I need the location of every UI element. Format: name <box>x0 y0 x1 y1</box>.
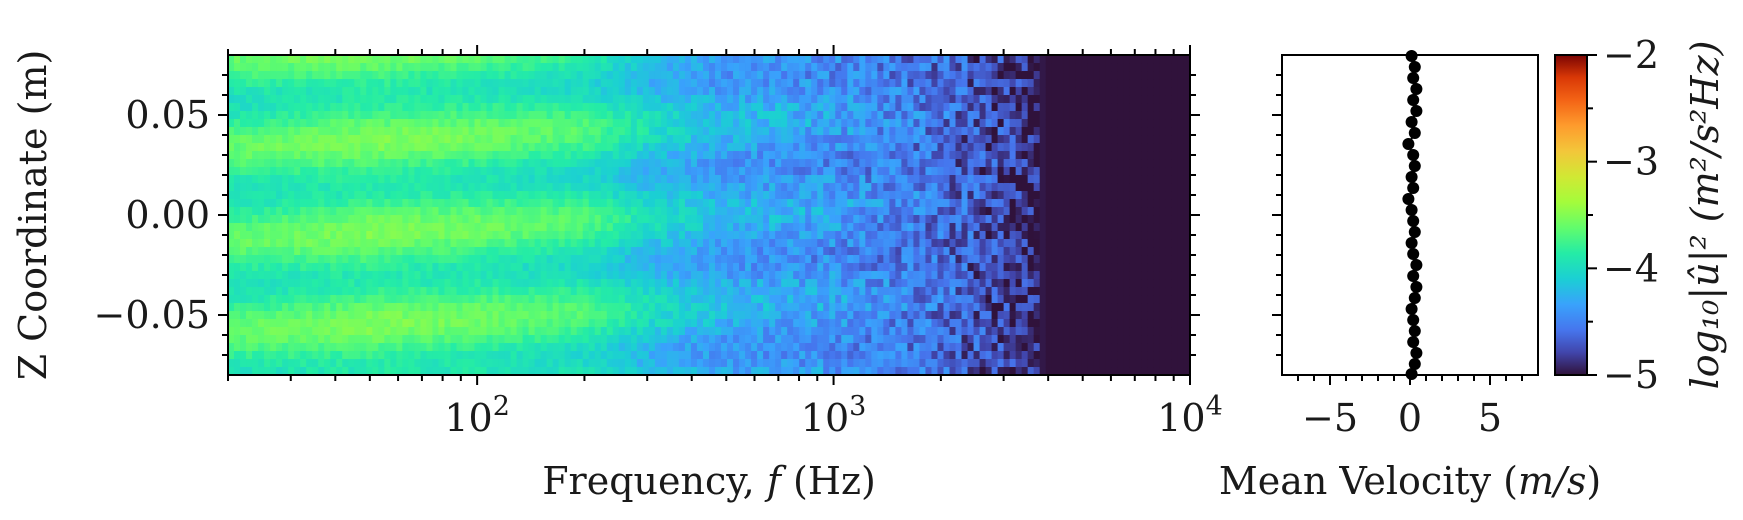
heatmap-y-tick-label: 0.00 <box>125 193 210 237</box>
velocity-x-tick-label: 0 <box>1398 396 1422 440</box>
velocity-point <box>1408 160 1421 172</box>
heatmap-y-tick-label: 0.05 <box>125 93 210 137</box>
velocity-point <box>1405 116 1418 128</box>
velocity-point <box>1402 138 1415 150</box>
velocity-point <box>1410 105 1423 117</box>
velocity-point <box>1410 83 1423 95</box>
velocity-point <box>1405 171 1418 183</box>
velocity-points <box>1402 50 1423 380</box>
colorbar-ticks: −2 −3 −4 −5 <box>1587 33 1659 397</box>
velocity-panel: −5 0 5 Mean Velocity (m/s) <box>1219 50 1601 503</box>
velocity-point <box>1408 292 1421 304</box>
heatmap-x-tick-label: 103 <box>801 391 867 440</box>
colorbar-gradient <box>1555 55 1587 375</box>
heatmap-x-axis-label: Frequency, f (Hz) <box>542 459 876 503</box>
velocity-point <box>1407 215 1420 227</box>
velocity-point <box>1405 204 1418 216</box>
velocity-point <box>1407 270 1420 282</box>
colorbar-tick-label: −2 <box>1603 33 1659 77</box>
velocity-x-tick-label: 5 <box>1478 396 1502 440</box>
velocity-point <box>1405 237 1418 249</box>
velocity-x-tick-label: −5 <box>1302 396 1358 440</box>
colorbar-tick-label: −4 <box>1603 246 1659 290</box>
heatmap-y-axis-label: Z Coordinate (m) <box>11 50 55 381</box>
velocity-point <box>1407 182 1420 194</box>
velocity-point <box>1408 127 1421 139</box>
velocity-point <box>1407 94 1420 106</box>
velocity-point <box>1405 50 1418 62</box>
colorbar-tick-label: −3 <box>1603 140 1659 184</box>
velocity-point <box>1408 226 1421 238</box>
colorbar: −2 −3 −4 −5 log₁₀|û|² (m²/s²Hz) <box>1554 33 1727 397</box>
heatmap-x-tick-label: 102 <box>444 391 510 440</box>
velocity-point <box>1405 368 1418 380</box>
velocity-point <box>1407 336 1420 348</box>
heatmap-x-tick-label: 104 <box>1157 391 1223 440</box>
velocity-y-ticks <box>1272 74 1282 356</box>
velocity-x-ticks: −5 0 5 <box>1297 375 1523 440</box>
velocity-point <box>1408 61 1421 73</box>
colorbar-tick-label: −5 <box>1603 353 1659 397</box>
velocity-point <box>1402 193 1415 205</box>
colorbar-label: log₁₀|û|² (m²/s²Hz) <box>1683 41 1727 390</box>
heatmap-y-tick-label: −0.05 <box>94 293 210 337</box>
velocity-point <box>1405 303 1418 315</box>
velocity-point <box>1408 325 1421 337</box>
velocity-point <box>1407 149 1420 161</box>
heatmap-x-ticks: 102 103 104 <box>227 45 1223 440</box>
heatmap-panel: 102 103 104 0.05 0.00 −0.05 Frequency, f (Hz… <box>11 45 1223 503</box>
velocity-point <box>1410 347 1423 359</box>
heatmap-cells <box>228 55 1190 375</box>
velocity-x-axis-label: Mean Velocity (m/s) <box>1219 459 1601 503</box>
velocity-point <box>1407 248 1420 260</box>
velocity-point <box>1410 259 1423 271</box>
velocity-point <box>1407 72 1420 84</box>
velocity-point <box>1407 314 1420 326</box>
velocity-point <box>1408 358 1421 370</box>
velocity-point <box>1410 281 1423 293</box>
heatmap-y-ticks: 0.05 0.00 −0.05 <box>94 74 1200 356</box>
